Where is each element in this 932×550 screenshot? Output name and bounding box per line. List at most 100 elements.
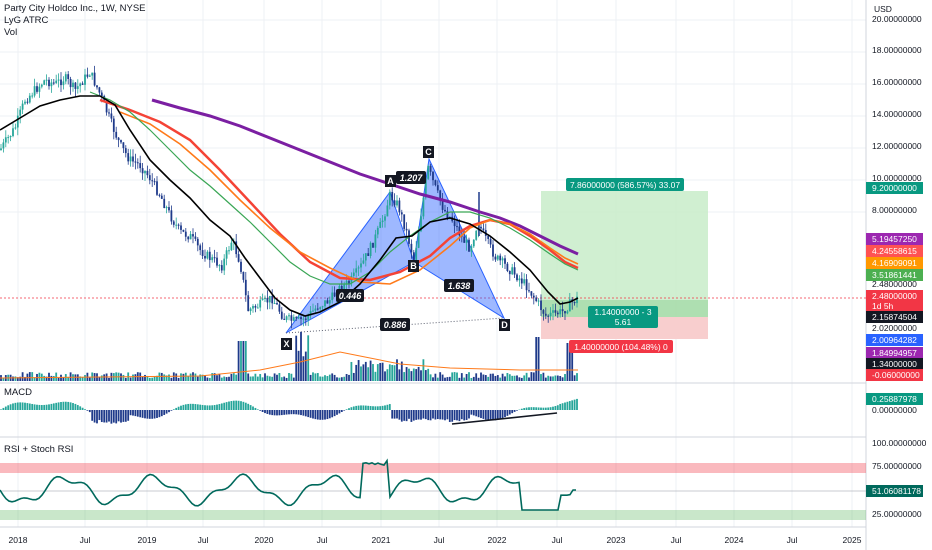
- time-axis-label: Jul: [434, 535, 445, 545]
- volume-bar: [525, 372, 528, 381]
- macd-bar: [316, 410, 319, 420]
- price-candles: [0, 65, 578, 329]
- macd-bar: [67, 401, 70, 410]
- candle-body: [475, 230, 478, 240]
- volume-bar: [182, 373, 185, 381]
- volume-bar: [381, 362, 384, 381]
- time-axis[interactable]: 2018 Jul 2019 Jul 2020 Jul 2021 Jul 2022 Jul 2023 J…: [9, 535, 862, 545]
- indicator-label-vol[interactable]: Vol: [4, 27, 18, 38]
- candle-body: [278, 304, 281, 312]
- macd-bar: [273, 410, 276, 416]
- volume-bar: [564, 374, 566, 381]
- candle-body: [412, 252, 415, 260]
- volume-bar: [208, 377, 211, 381]
- price-axis-label: 18.00000000: [872, 45, 922, 55]
- macd-bar: [417, 410, 420, 420]
- macd-bar: [520, 408, 523, 410]
- candle-body: [225, 250, 228, 259]
- candle-body: [398, 200, 401, 213]
- volume-bar: [552, 376, 554, 381]
- candle-body: [487, 235, 490, 239]
- macd-bar: [230, 401, 233, 410]
- candle-body: [376, 227, 379, 235]
- volume-bar: [559, 376, 562, 381]
- macd-bar: [566, 401, 569, 410]
- volume-bar: [451, 372, 454, 381]
- currency-label: USD: [874, 4, 892, 14]
- volume-bar: [292, 377, 295, 381]
- volume-bar: [336, 377, 338, 381]
- volume-bar: [518, 377, 521, 381]
- volume-bar: [69, 372, 72, 381]
- candle-body: [60, 79, 62, 86]
- macd-bar: [369, 406, 372, 410]
- volume-bar: [314, 373, 317, 381]
- macd-bar: [576, 398, 578, 410]
- ema-orange: [119, 111, 579, 285]
- volume-bar: [81, 377, 84, 381]
- volume-bar: [33, 377, 36, 381]
- volume-bar: [12, 376, 14, 381]
- candle-body: [127, 153, 130, 162]
- volume-bar: [456, 372, 458, 381]
- rsi-title[interactable]: RSI + Stoch RSI: [4, 444, 74, 455]
- candle-body: [69, 78, 72, 88]
- macd-bar: [547, 407, 550, 410]
- candle-body: [211, 257, 214, 261]
- macd-bar: [549, 407, 552, 410]
- candle-body: [139, 163, 142, 169]
- macd-bar: [415, 410, 418, 420]
- point-b-label: B: [410, 261, 417, 271]
- macd-bar: [259, 410, 262, 411]
- candle-body: [36, 86, 38, 92]
- candle-body: [240, 261, 242, 272]
- macd-bar: [446, 410, 449, 420]
- point-a-label: A: [387, 176, 394, 186]
- price-axis-label: 10.00000000: [872, 173, 922, 183]
- macd-bar: [444, 410, 446, 421]
- volume-bar: [352, 372, 355, 381]
- volume-bar: [561, 377, 564, 381]
- macd-bar: [559, 403, 562, 410]
- volume-bar: [388, 364, 391, 381]
- macd-title[interactable]: MACD: [4, 387, 32, 398]
- macd-bar: [278, 410, 281, 416]
- indicator-label-atrc[interactable]: LyG ATRC: [4, 15, 49, 26]
- macd-bar: [81, 407, 84, 410]
- volume-bar: [496, 375, 499, 381]
- price-tag-box: [866, 269, 923, 281]
- macd-bar: [429, 410, 432, 421]
- candle-body: [26, 101, 29, 103]
- macd-bar: [252, 406, 254, 410]
- volume-bar: [508, 374, 511, 381]
- symbol-title[interactable]: Party City Holdco Inc., 1W, NYSE: [4, 3, 146, 14]
- macd-bar: [2, 407, 5, 410]
- candle-body: [14, 127, 17, 129]
- volume-bar: [141, 376, 144, 381]
- volume-bar: [412, 368, 415, 381]
- candle-body: [81, 83, 84, 85]
- candle-body: [177, 224, 180, 226]
- candle-body: [343, 284, 346, 291]
- volume-bar: [240, 341, 242, 381]
- candle-body: [501, 258, 504, 261]
- candle-body: [422, 197, 425, 217]
- price-tag-label: 2.00964282: [872, 335, 917, 345]
- volume-bar: [511, 375, 514, 381]
- candle-body: [504, 258, 506, 264]
- price-tag-label: 4.16909091: [872, 258, 917, 268]
- volume-bar: [465, 374, 468, 381]
- rsi-oversold-band: [0, 510, 866, 520]
- candle-body: [316, 308, 319, 310]
- macd-bar: [9, 404, 12, 410]
- chart-legend: Party City Holdco Inc., 1W, NYSE LyG ATR…: [4, 3, 146, 39]
- volume-bar: [160, 372, 163, 381]
- volume-bar: [163, 374, 166, 381]
- macd-bar: [384, 405, 386, 410]
- macd-bar: [475, 410, 478, 417]
- price-tag-label: 9.20000000: [872, 183, 917, 193]
- price-axis[interactable]: 20.00000000 18.00000000 16.00000000 14.0000…: [872, 14, 922, 333]
- volume-bar: [362, 364, 365, 381]
- candle-body: [76, 86, 79, 89]
